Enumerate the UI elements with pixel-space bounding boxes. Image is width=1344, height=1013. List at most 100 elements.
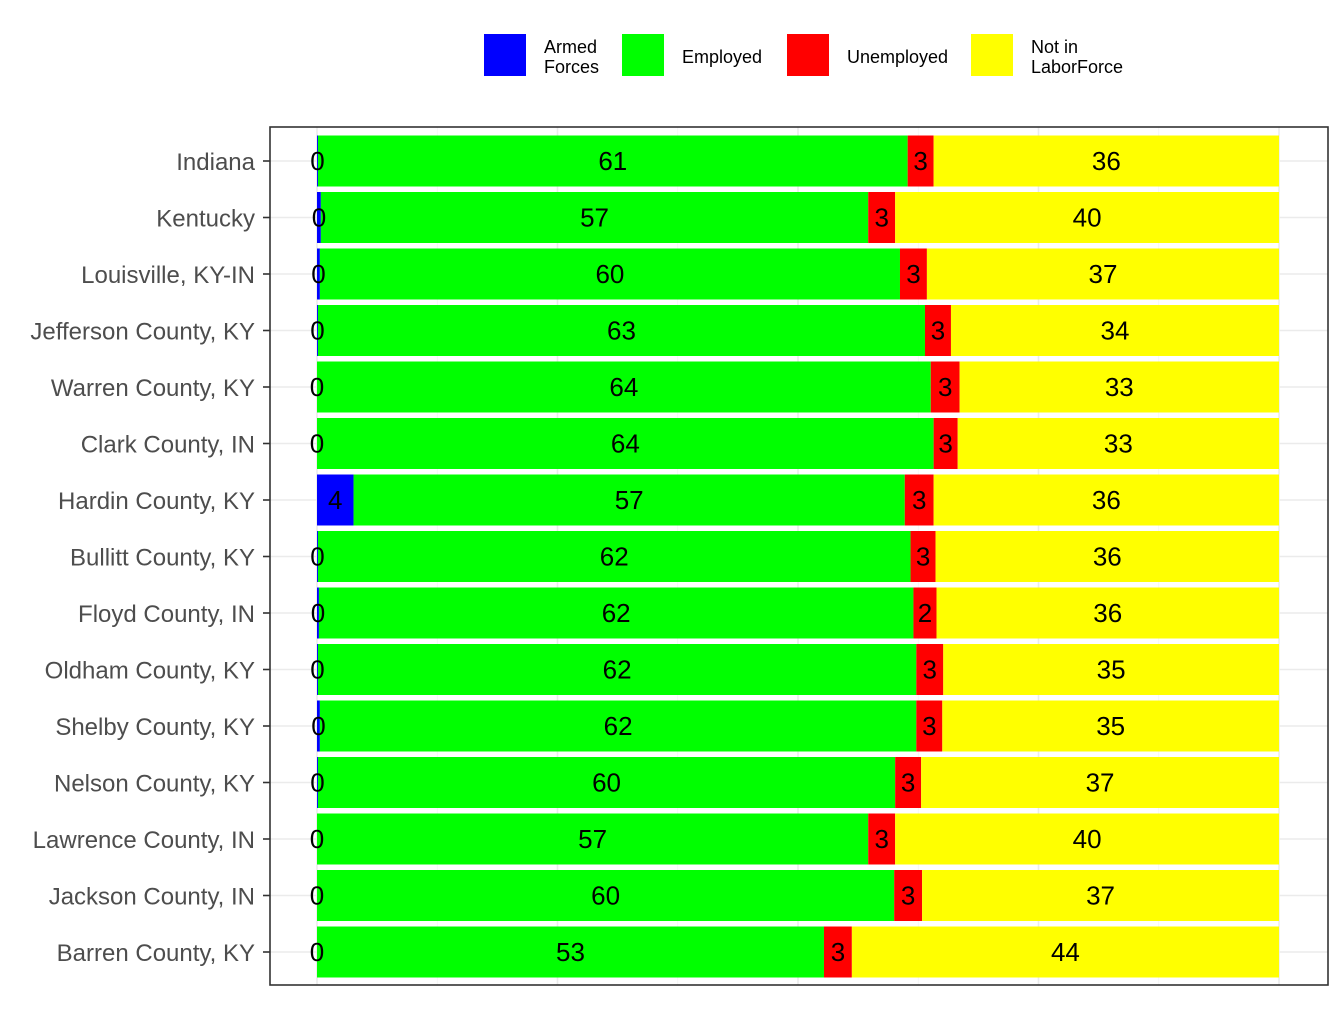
data-label-employed-hardin-county-ky: 57	[615, 485, 644, 515]
bar-unemployed-lawrence-county-in	[868, 813, 896, 865]
data-label-armed-forces-floyd-county-in: 0	[311, 598, 325, 628]
data-label-employed-kentucky: 57	[580, 203, 609, 233]
y-tick-label-hardin-county-ky: Hardin County, KY	[58, 488, 255, 515]
bar-unemployed-barren-county-ky	[823, 926, 852, 978]
data-label-not-in-laborforce-warren-county-ky: 33	[1105, 372, 1134, 402]
data-label-armed-forces-louisville-ky-in: 0	[311, 259, 325, 289]
data-label-unemployed-jackson-county-in: 3	[901, 881, 915, 911]
y-tick-label-jackson-county-in: Jackson County, IN	[49, 884, 255, 911]
data-label-unemployed-warren-county-ky: 3	[938, 372, 952, 402]
bar-row-indiana: 0 61 3 36	[310, 135, 1279, 187]
data-label-not-in-laborforce-bullitt-county-ky: 36	[1093, 542, 1122, 572]
data-label-not-in-laborforce-clark-county-in: 33	[1104, 429, 1133, 459]
bar-row-kentucky: 0 57 3 40	[312, 192, 1279, 243]
data-label-not-in-laborforce-hardin-county-ky: 36	[1092, 485, 1121, 515]
bar-not-in-laborforce-lawrence-county-in	[895, 813, 1279, 865]
data-label-unemployed-kentucky: 3	[874, 203, 888, 233]
data-label-not-in-laborforce-shelby-county-ky: 35	[1096, 711, 1125, 741]
y-tick-label-floyd-county-in: Floyd County, IN	[78, 601, 255, 628]
y-tick-label-bullitt-county-ky: Bullitt County, KY	[70, 545, 255, 572]
data-label-armed-forces-clark-county-in: 0	[310, 429, 324, 459]
legend-item-employed: Employed	[622, 34, 762, 76]
bar-not-in-laborforce-nelson-county-ky	[921, 757, 1279, 808]
data-label-employed-lawrence-county-in: 57	[578, 824, 607, 854]
bar-employed-bullitt-county-ky	[317, 531, 911, 582]
bar-not-in-laborforce-bullitt-county-ky	[935, 531, 1279, 582]
data-label-unemployed-clark-county-in: 3	[938, 429, 952, 459]
bar-unemployed-jackson-county-in	[894, 870, 923, 921]
data-label-not-in-laborforce-kentucky: 40	[1073, 203, 1102, 233]
bar-employed-jefferson-county-ky	[317, 305, 925, 356]
bar-row-hardin-county-ky: 4 57 3 36	[317, 474, 1279, 526]
data-label-not-in-laborforce-oldham-county-ky: 35	[1097, 655, 1126, 685]
bar-unemployed-louisville-ky-in	[899, 248, 927, 300]
y-tick-label-barren-county-ky: Barren County, KY	[57, 940, 255, 967]
legend-label-not-in-laborforce: LaborForce	[1031, 57, 1123, 77]
data-label-employed-warren-county-ky: 64	[609, 372, 638, 402]
data-label-unemployed-indiana: 3	[913, 146, 927, 176]
data-label-unemployed-hardin-county-ky: 3	[912, 485, 926, 515]
bar-employed-floyd-county-in	[318, 587, 914, 639]
bar-unemployed-kentucky	[868, 192, 896, 243]
y-tick-label-lawrence-county-in: Lawrence County, IN	[33, 827, 255, 854]
data-label-unemployed-oldham-county-ky: 3	[923, 655, 937, 685]
data-label-not-in-laborforce-nelson-county-ky: 37	[1086, 768, 1115, 798]
data-label-not-in-laborforce-lawrence-county-in: 40	[1073, 824, 1102, 854]
y-tick-label-nelson-county-ky: Nelson County, KY	[54, 771, 255, 798]
bar-unemployed-nelson-county-ky	[895, 757, 922, 808]
legend-key-not-in-laborforce	[971, 34, 1013, 76]
bar-row-shelby-county-ky: 0 62 3 35	[311, 700, 1279, 752]
legend-label-unemployed: Unemployed	[847, 47, 948, 67]
bar-row-jackson-county-in: 0 60 3 37	[310, 870, 1279, 921]
bar-row-warren-county-ky: 0 64 3 33	[310, 361, 1279, 413]
bar-row-jefferson-county-ky: 0 63 3 34	[310, 305, 1279, 356]
bar-unemployed-jefferson-county-ky	[924, 305, 951, 356]
bar-employed-oldham-county-ky	[317, 644, 917, 695]
bar-not-in-laborforce-shelby-county-ky	[942, 700, 1279, 752]
bar-armed-forces-kentucky	[317, 192, 321, 243]
bar-unemployed-warren-county-ky	[930, 361, 960, 413]
data-label-employed-bullitt-county-ky: 62	[600, 542, 629, 572]
data-label-armed-forces-barren-county-ky: 0	[310, 937, 324, 967]
bar-armed-forces-nelson-county-ky	[317, 757, 318, 808]
data-label-armed-forces-jackson-county-in: 0	[310, 881, 324, 911]
bar-not-in-laborforce-jefferson-county-ky	[950, 305, 1279, 356]
data-label-armed-forces-nelson-county-ky: 0	[310, 768, 324, 798]
data-label-unemployed-floyd-county-in: 2	[918, 598, 932, 628]
bar-not-in-laborforce-clark-county-in	[957, 418, 1279, 469]
data-label-unemployed-bullitt-county-ky: 3	[916, 542, 930, 572]
bar-not-in-laborforce-barren-county-ky	[851, 926, 1279, 978]
data-label-not-in-laborforce-indiana: 36	[1092, 146, 1121, 176]
bar-armed-forces-hardin-county-ky	[317, 474, 354, 526]
bar-employed-louisville-ky-in	[319, 248, 900, 300]
bar-employed-lawrence-county-in	[317, 813, 869, 865]
data-label-not-in-laborforce-floyd-county-in: 36	[1093, 598, 1122, 628]
data-label-employed-shelby-county-ky: 62	[604, 711, 633, 741]
bar-row-barren-county-ky: 0 53 3 44	[310, 926, 1279, 978]
bar-unemployed-hardin-county-ky	[904, 474, 934, 526]
bar-armed-forces-jefferson-county-ky	[317, 305, 318, 356]
data-label-unemployed-jefferson-county-ky: 3	[931, 316, 945, 346]
legend-label-armed-forces: Armed	[544, 37, 597, 57]
data-label-employed-barren-county-ky: 53	[556, 937, 585, 967]
bar-unemployed-clark-county-in	[933, 418, 958, 469]
data-label-employed-louisville-ky-in: 60	[595, 259, 624, 289]
bar-unemployed-shelby-county-ky	[916, 700, 943, 752]
data-label-armed-forces-jefferson-county-ky: 0	[310, 316, 324, 346]
bar-employed-hardin-county-ky	[353, 474, 905, 526]
bar-armed-forces-louisville-ky-in	[317, 248, 320, 300]
bar-row-nelson-county-ky: 0 60 3 37	[310, 757, 1279, 808]
data-label-armed-forces-bullitt-county-ky: 0	[310, 542, 324, 572]
bar-row-oldham-county-ky: 0 62 3 35	[310, 644, 1279, 695]
data-label-employed-clark-county-in: 64	[611, 429, 640, 459]
bar-employed-warren-county-ky	[317, 361, 931, 413]
legend-label-employed: Employed	[682, 47, 762, 67]
data-label-not-in-laborforce-barren-county-ky: 44	[1051, 937, 1080, 967]
data-label-unemployed-lawrence-county-in: 3	[874, 824, 888, 854]
data-label-unemployed-barren-county-ky: 3	[831, 937, 845, 967]
bar-employed-nelson-county-ky	[317, 757, 896, 808]
y-tick-label-oldham-county-ky: Oldham County, KY	[45, 658, 255, 685]
legend-label-armed-forces: Forces	[544, 57, 599, 77]
data-label-armed-forces-indiana: 0	[310, 146, 324, 176]
